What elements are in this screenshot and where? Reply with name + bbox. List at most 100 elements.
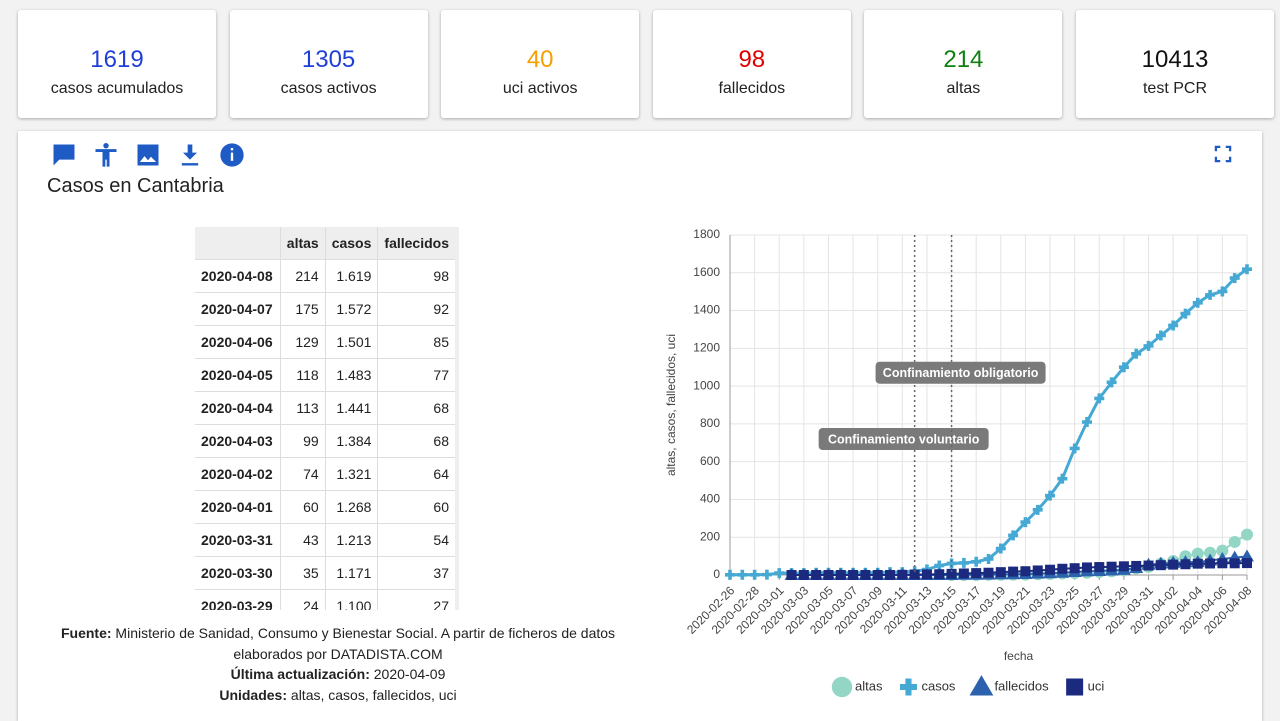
marker: [899, 678, 917, 696]
marker: [749, 569, 760, 580]
table-cell: 27: [377, 589, 455, 610]
kpi-value: 214: [943, 46, 984, 73]
table-cell: 175: [279, 292, 326, 326]
legend-item[interactable]: uci: [1066, 678, 1105, 696]
marker: [823, 570, 834, 580]
image-icon[interactable]: [134, 141, 162, 169]
table-cell: 118: [279, 358, 326, 392]
marker: [1069, 563, 1080, 574]
marker: [1020, 517, 1031, 528]
toolbar: [50, 141, 246, 169]
footer-units: Unidades: altas, casos, fallecidos, uci: [58, 685, 618, 706]
marker: [1205, 289, 1216, 300]
comment-icon[interactable]: [50, 141, 78, 169]
kpi-card: 1619 casos acumulados: [18, 10, 216, 118]
fullscreen-icon[interactable]: [1212, 143, 1234, 165]
marker: [958, 568, 969, 579]
table-cell: 43: [279, 523, 326, 557]
marker: [1131, 348, 1142, 359]
marker: [1229, 558, 1240, 569]
legend-label: uci: [1088, 678, 1105, 693]
marker: [983, 567, 994, 578]
table-row: 2020-04-01 60 1.268 60: [195, 490, 455, 524]
info-icon[interactable]: [218, 141, 246, 169]
kpi-card: 214 altas: [864, 10, 1063, 118]
marker: [921, 569, 932, 580]
marker: [969, 675, 994, 696]
legend-label: fallecidos: [994, 678, 1049, 693]
series-line: [730, 267, 1248, 577]
marker: [1143, 340, 1154, 351]
table-row: 2020-04-04 113 1.441 68: [195, 391, 455, 425]
y-tick-label: 0: [713, 567, 720, 581]
marker: [1192, 558, 1203, 569]
marker: [725, 569, 735, 580]
marker: [1118, 362, 1129, 373]
marker: [946, 558, 957, 569]
kpi-label: uci activos: [502, 80, 578, 97]
marker: [1057, 473, 1068, 484]
table-cell: 68: [377, 424, 455, 458]
marker: [1217, 286, 1228, 297]
legend-item[interactable]: altas: [831, 676, 883, 698]
marker: [1081, 562, 1092, 573]
table-cell: 1.501: [324, 325, 378, 359]
header-cell: [195, 227, 281, 260]
table-cell: 129: [279, 325, 326, 359]
table-cell: 2020-03-31: [195, 523, 281, 557]
legend-item[interactable]: casos: [899, 678, 956, 696]
header-row: altas casos fallecidos: [195, 227, 455, 260]
table-cell: 2020-04-02: [195, 457, 281, 491]
accessibility-icon[interactable]: [92, 141, 120, 169]
table-cell: 64: [377, 457, 455, 491]
marker: [1242, 264, 1252, 275]
table-cell: 1.384: [324, 424, 378, 458]
marker: [909, 569, 920, 580]
marker: [1216, 544, 1229, 557]
marker: [1118, 561, 1129, 572]
marker: [1217, 558, 1228, 569]
footer: Fuente: Ministerio de Sanidad, Consumo y…: [58, 623, 618, 705]
table-row: 2020-04-03 99 1.384 68: [195, 424, 455, 458]
legend-item[interactable]: fallecidos: [969, 675, 1050, 696]
marker: [831, 676, 853, 698]
kpi-card: 10413 test PCR: [1076, 10, 1274, 118]
marker: [983, 553, 994, 564]
marker: [1155, 560, 1166, 571]
annotation-box: [818, 428, 989, 450]
table-cell: 1.483: [324, 358, 378, 392]
table-row: 2020-04-07 175 1.572 92: [195, 292, 455, 326]
marker: [995, 543, 1006, 554]
download-icon[interactable]: [176, 141, 204, 169]
table-cell: 2020-04-06: [195, 325, 281, 359]
table-cell: 74: [279, 457, 326, 491]
marker: [1180, 308, 1191, 319]
marker: [1204, 546, 1217, 559]
header-cell: altas: [279, 227, 326, 260]
footer-text: Ministerio de Sanidad, Consumo y Bienest…: [115, 625, 616, 662]
annotation-box: [875, 361, 1046, 384]
marker: [1131, 560, 1142, 571]
marker: [835, 570, 846, 580]
header-cell: fallecidos: [377, 227, 455, 260]
marker: [872, 570, 883, 580]
marker: [786, 570, 797, 580]
kpi-label: altas: [946, 80, 981, 97]
marker: [897, 569, 908, 580]
legend-label: altas: [855, 678, 883, 693]
marker: [1191, 547, 1204, 560]
marker: [971, 568, 982, 579]
table-cell: 2020-03-29: [195, 589, 281, 610]
table-cell: 113: [279, 391, 326, 425]
table-cell: 54: [377, 523, 455, 557]
marker: [1205, 558, 1216, 569]
footer-label: Unidades:: [219, 686, 288, 703]
marker: [860, 570, 871, 580]
footer-text: altas, casos, fallecidos, uci: [290, 686, 457, 703]
y-tick-label: 600: [700, 454, 720, 468]
marker: [1155, 330, 1166, 341]
table-cell: 2020-04-04: [195, 391, 281, 425]
marker: [1168, 559, 1179, 570]
marker: [934, 560, 945, 571]
